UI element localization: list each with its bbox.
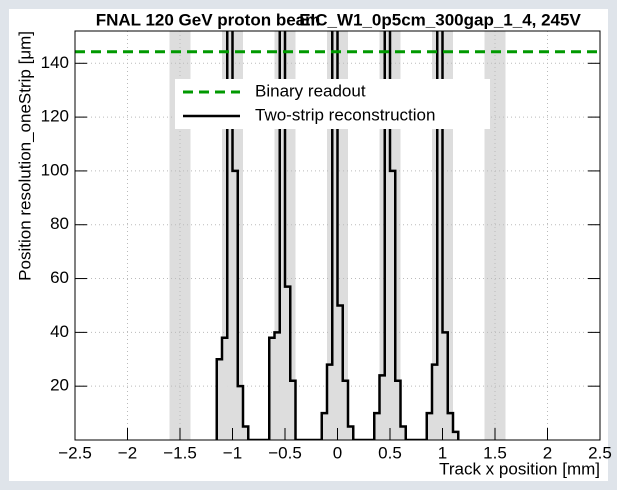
y-tick-label: 80 <box>50 214 69 233</box>
legend-label: Two-strip reconstruction <box>255 105 435 124</box>
histogram-bin <box>274 332 280 440</box>
histogram-bin <box>400 426 406 440</box>
histogram-bin <box>232 170 238 440</box>
legend-label: Binary readout <box>255 81 366 100</box>
y-tick-label: 40 <box>50 322 69 341</box>
chart-subtitle: EIC_W1_0p5cm_300gap_1_4, 245V <box>299 10 581 29</box>
histogram-bin <box>222 337 228 440</box>
plot-area <box>75 31 600 440</box>
histogram-bin <box>337 305 343 440</box>
x-tick-label: −1 <box>223 443 242 462</box>
y-tick-label: 140 <box>41 53 69 72</box>
histogram-bin <box>442 332 448 440</box>
x-tick-label: −1.5 <box>163 443 197 462</box>
histogram-bin <box>342 380 348 440</box>
chart-title: FNAL 120 GeV proton beam <box>96 10 321 29</box>
x-tick-label: −2 <box>118 443 137 462</box>
y-tick-label: 100 <box>41 160 69 179</box>
histogram-bin <box>453 431 459 440</box>
histogram-bin <box>285 286 291 440</box>
x-tick-label: 0 <box>333 443 342 462</box>
histogram-bin <box>390 170 396 440</box>
histogram-bin <box>432 364 438 440</box>
histogram-bin <box>348 426 354 440</box>
x-axis-label: Track x position [mm] <box>439 459 600 478</box>
x-tick-label: 0.5 <box>378 443 402 462</box>
histogram-bin <box>237 386 243 440</box>
histogram-bin <box>279 31 285 440</box>
histogram-bin <box>384 31 390 440</box>
histogram-bin <box>216 359 222 440</box>
x-tick-label: 2.5 <box>588 443 612 462</box>
y-axis-label: Position resolution_oneStrip [μm] <box>15 31 34 281</box>
histogram-bin <box>447 413 453 440</box>
histogram-bin <box>395 380 401 440</box>
histogram-bin <box>327 364 333 440</box>
histogram-bin <box>426 413 432 440</box>
y-tick-label: 120 <box>41 107 69 126</box>
histogram-bin <box>243 426 249 440</box>
histogram-bin <box>321 413 327 440</box>
histogram-bin <box>290 380 296 440</box>
histogram-bin <box>374 413 380 440</box>
histogram-bin <box>227 31 233 440</box>
x-tick-label: −2.5 <box>58 443 92 462</box>
histogram-bin <box>332 31 338 440</box>
y-tick-label: 20 <box>50 376 69 395</box>
x-tick-label: −0.5 <box>268 443 302 462</box>
legend <box>175 79 490 129</box>
y-tick-label: 60 <box>50 268 69 287</box>
histogram-bin <box>437 31 443 440</box>
x-tick-label: 1.5 <box>483 443 507 462</box>
histogram-bin <box>269 337 275 440</box>
histogram-outline <box>215 31 460 440</box>
x-tick-label: 1 <box>438 443 447 462</box>
histogram-bin <box>379 375 385 440</box>
x-tick-label: 2 <box>543 443 552 462</box>
